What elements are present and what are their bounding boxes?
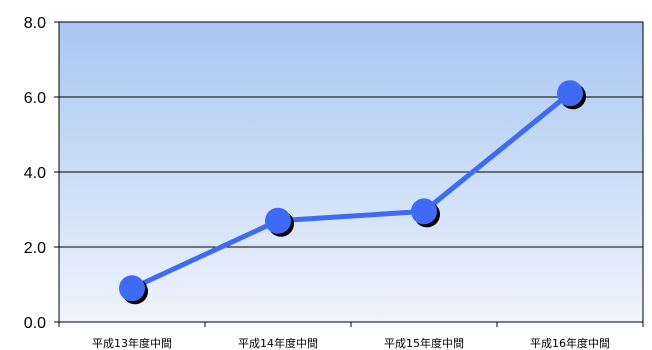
- data-point: [119, 275, 145, 301]
- data-point: [265, 208, 291, 234]
- y-tick-label: 2.0: [24, 240, 46, 257]
- data-point: [411, 198, 437, 224]
- y-tick-label: 0.0: [24, 315, 46, 332]
- x-tick-label: 平成14年度中間: [238, 336, 318, 350]
- x-tick-label: 平成16年度中間: [530, 336, 610, 350]
- x-tick-labels: 平成13年度中間 平成14年度中間 平成15年度中間 平成16年度中間: [92, 336, 610, 350]
- data-point: [557, 80, 583, 106]
- x-tick-label: 平成13年度中間: [92, 336, 172, 350]
- y-tick-label: 8.0: [24, 15, 46, 32]
- x-tick-label: 平成15年度中間: [384, 336, 464, 350]
- y-tick-label: 4.0: [24, 165, 46, 182]
- y-tick-label: 6.0: [24, 90, 46, 107]
- y-tick-labels: 0.0 2.0 4.0 6.0 8.0: [24, 15, 46, 332]
